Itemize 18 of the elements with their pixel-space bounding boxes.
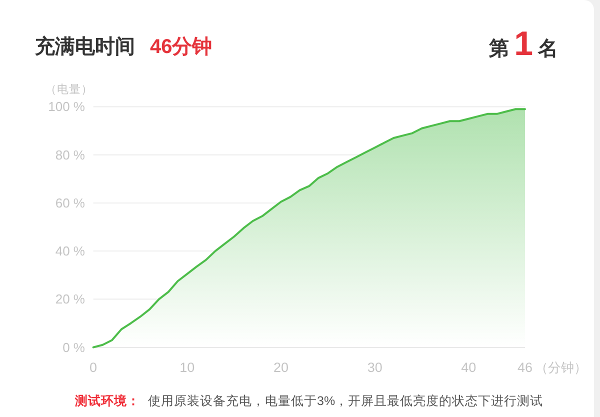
- x-tick-label: 40: [461, 360, 476, 375]
- chart-subtitle: 46分钟: [150, 36, 212, 58]
- chart-title: 充满电时间: [34, 35, 135, 58]
- y-tick-label: 20 %: [55, 292, 86, 307]
- text: 测试环境：: [74, 393, 140, 408]
- y-axis-title: （电量）: [45, 83, 93, 96]
- y-tick-label: 60 %: [55, 195, 86, 210]
- x-tick-label: 20: [273, 360, 289, 375]
- y-tick-label: 0 %: [62, 340, 86, 355]
- text: 使用原装设备充电，电量低于3%，开屏且最低亮度的状态下进行测试: [148, 393, 544, 408]
- y-tick-label: 80 %: [55, 147, 86, 162]
- x-tick-label: 30: [367, 360, 382, 375]
- x-tick-label: 46: [517, 360, 533, 375]
- x-tick-label: 10: [180, 360, 195, 375]
- y-tick-label: 100 %: [48, 99, 86, 114]
- x-tick-label: 0: [90, 360, 98, 375]
- y-tick-label: 40 %: [55, 244, 86, 259]
- x-axis-title: （分钟）: [535, 360, 587, 375]
